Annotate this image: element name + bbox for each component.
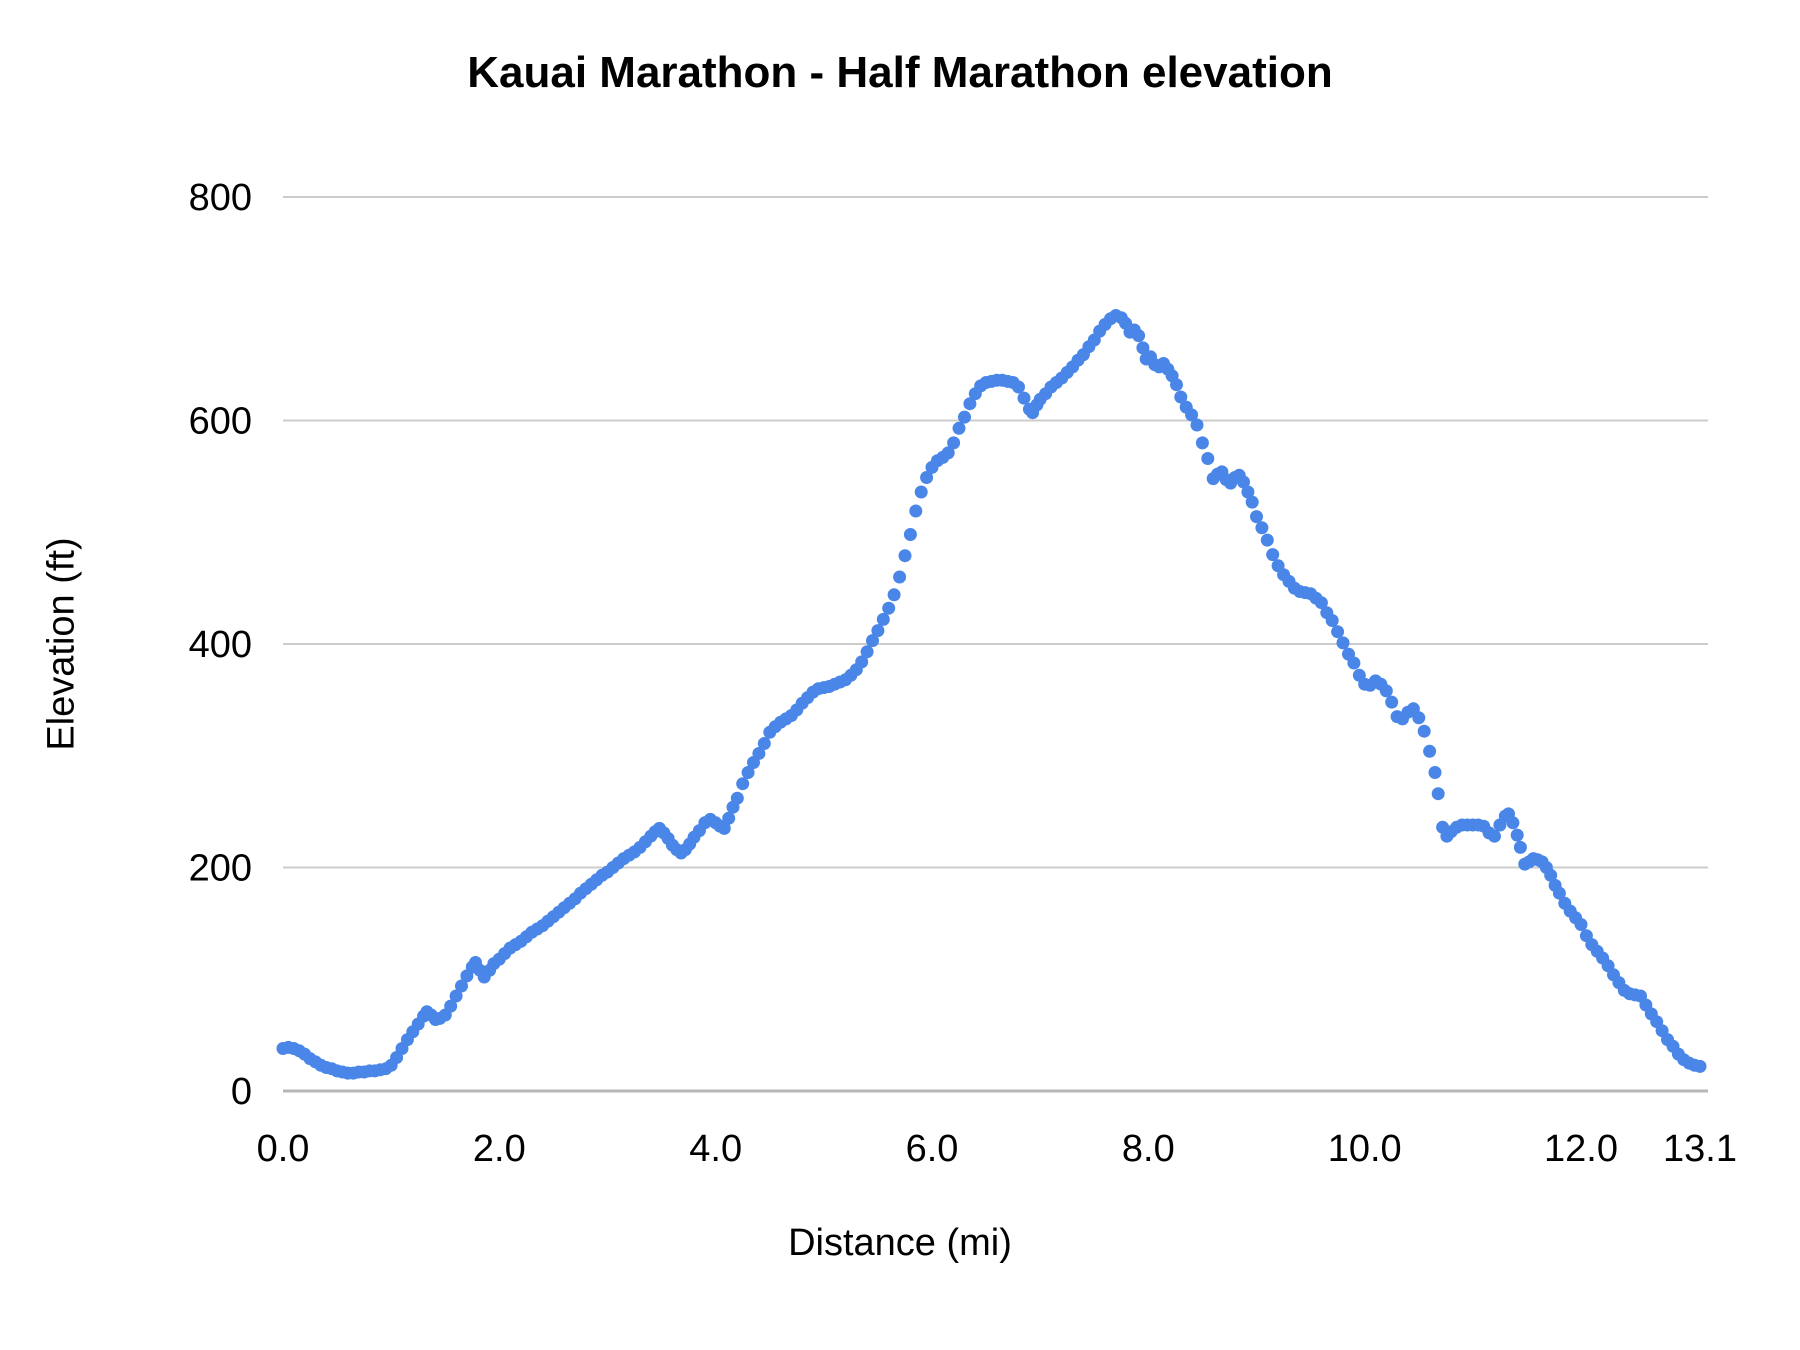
data-point — [1552, 886, 1566, 900]
y-tick-label: 200 — [189, 848, 252, 890]
data-point — [963, 397, 977, 411]
data-point — [722, 811, 736, 825]
data-point — [952, 421, 966, 435]
x-tick-label: 12.0 — [1544, 1128, 1618, 1170]
data-point — [1195, 436, 1209, 450]
data-point — [1017, 391, 1031, 405]
data-point — [909, 504, 923, 518]
data-point — [947, 436, 961, 450]
x-tick-label: 10.0 — [1328, 1128, 1402, 1170]
data-point — [1331, 625, 1345, 639]
data-point — [1255, 521, 1269, 535]
data-point — [941, 446, 955, 460]
data-point — [871, 624, 885, 638]
data-point — [1336, 636, 1350, 650]
data-point — [1544, 868, 1558, 882]
x-tick-label: 8.0 — [1122, 1128, 1175, 1170]
data-point — [1423, 744, 1437, 758]
x-tick-label: 2.0 — [473, 1128, 526, 1170]
data-point — [1201, 452, 1215, 465]
data-point — [1185, 408, 1199, 422]
data-point — [887, 588, 901, 602]
data-point — [1012, 380, 1025, 394]
data-point — [876, 612, 890, 626]
x-tick-label: 0.0 — [257, 1128, 310, 1170]
data-point — [449, 989, 463, 1003]
y-tick-label: 800 — [189, 177, 252, 219]
data-point — [1510, 828, 1524, 842]
data-point — [717, 821, 731, 835]
data-point — [455, 979, 468, 993]
data-point — [914, 485, 928, 499]
data-point — [866, 634, 879, 648]
x-axis-title: Distance (mi) — [788, 1222, 1012, 1264]
x-tick-label: 4.0 — [689, 1128, 742, 1170]
elevation-series — [276, 309, 1707, 1080]
data-point — [1260, 533, 1274, 547]
data-point — [903, 528, 917, 541]
data-point — [1417, 724, 1431, 738]
data-point — [736, 777, 750, 791]
data-point — [1174, 390, 1188, 404]
data-point — [1266, 548, 1280, 562]
data-point — [1347, 656, 1361, 670]
data-point — [1488, 829, 1501, 843]
data-point — [1136, 341, 1150, 355]
data-point — [882, 601, 896, 615]
data-point — [1574, 918, 1588, 931]
data-point — [1379, 684, 1393, 698]
data-point — [1693, 1059, 1707, 1073]
data-point — [1241, 485, 1255, 499]
data-point — [741, 766, 755, 779]
data-point — [1245, 495, 1259, 509]
data-point — [444, 999, 458, 1013]
data-point — [1132, 329, 1146, 343]
data-point — [1412, 711, 1426, 725]
data-point — [893, 570, 907, 584]
data-point — [1385, 695, 1399, 709]
data-point — [1170, 378, 1183, 392]
data-point — [757, 737, 771, 750]
data-point — [1513, 840, 1527, 854]
x-tick-label: 13.1 — [1663, 1128, 1737, 1170]
chart-title: Kauai Marathon - Half Marathon elevation — [467, 48, 1333, 97]
data-point — [920, 471, 934, 484]
data-point — [1506, 816, 1520, 830]
data-point — [730, 791, 744, 805]
x-tick-label: 6.0 — [906, 1128, 959, 1170]
y-tick-label: 600 — [189, 401, 252, 443]
data-point — [1190, 418, 1204, 432]
data-point — [860, 645, 874, 659]
y-tick-label: 400 — [189, 624, 252, 666]
data-point — [1314, 596, 1328, 610]
y-tick-label: 0 — [231, 1071, 252, 1113]
data-point — [898, 549, 912, 563]
data-point — [855, 655, 869, 669]
data-point — [1237, 475, 1250, 489]
data-point — [1250, 510, 1263, 524]
data-point — [752, 747, 766, 760]
data-point — [1325, 614, 1339, 627]
data-point — [958, 410, 971, 424]
data-point — [1431, 787, 1445, 801]
y-axis-title: Elevation (ft) — [40, 537, 83, 751]
data-point — [1428, 766, 1442, 779]
